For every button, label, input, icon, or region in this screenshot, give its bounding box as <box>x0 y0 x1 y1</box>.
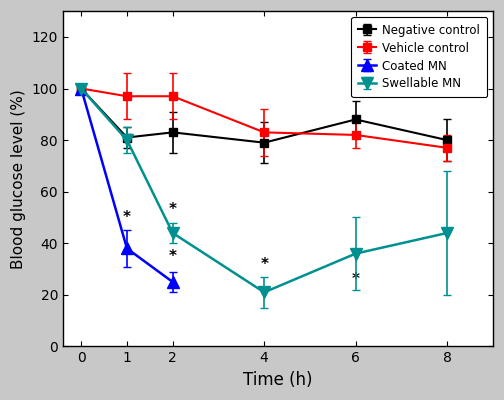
Legend: Negative control, Vehicle control, Coated MN, Swellable MN: Negative control, Vehicle control, Coate… <box>351 17 487 97</box>
Text: *: * <box>352 272 360 287</box>
Text: *: * <box>123 210 131 225</box>
X-axis label: Time (h): Time (h) <box>243 371 312 389</box>
Y-axis label: Blood glucose level (%): Blood glucose level (%) <box>11 89 26 269</box>
Text: *: * <box>260 257 268 272</box>
Text: *: * <box>169 202 177 218</box>
Text: *: * <box>169 249 177 264</box>
